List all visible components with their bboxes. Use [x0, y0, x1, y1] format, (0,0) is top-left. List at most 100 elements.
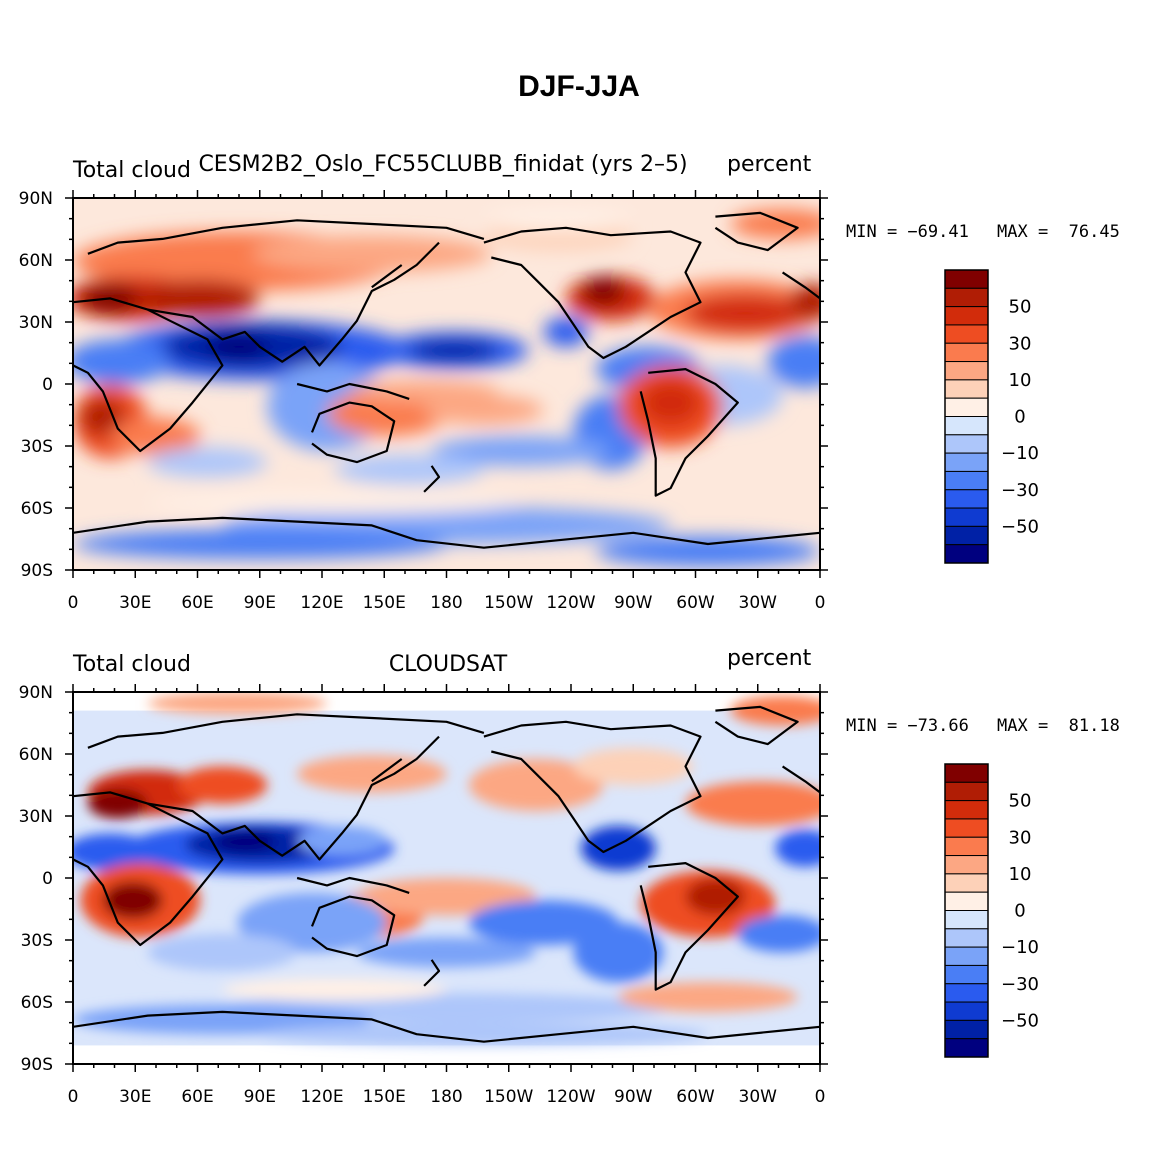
anomaly-blob-9 — [790, 283, 820, 321]
x-tick-label: 60W — [676, 1087, 715, 1107]
greenland — [714, 705, 799, 746]
anomaly-blob-18 — [640, 870, 776, 938]
anomaly-blob-12 — [73, 833, 156, 871]
anomaly-blob-0 — [73, 231, 402, 291]
anomaly-blob-6 — [685, 781, 820, 826]
y-tick-label: 60N — [19, 745, 53, 765]
japan — [371, 758, 403, 783]
anomaly-blob-15 — [297, 825, 387, 856]
anomaly-blob-25 — [80, 398, 126, 437]
anomaly-blob-7 — [648, 279, 820, 340]
plot-frame — [72, 691, 821, 1065]
colorbar-box — [944, 818, 989, 838]
anomaly-blob-10 — [185, 825, 335, 864]
coastlines — [73, 211, 820, 549]
new-zealand — [423, 959, 441, 987]
y-tick-label: 30S — [21, 437, 53, 457]
colorbar-box — [944, 324, 989, 344]
colorbar-tick-label: 0 — [1014, 407, 1025, 428]
colorbar-tick-label: 10 — [1009, 370, 1032, 391]
colorbar-box — [944, 836, 989, 857]
anomaly-blob-29 — [618, 982, 798, 1012]
anomaly-blob-1 — [87, 788, 148, 819]
field-background — [73, 692, 820, 1064]
colorbar-box — [944, 525, 989, 546]
anomaly-blob-3 — [297, 755, 447, 793]
panel1-title-left: Total cloud — [73, 158, 191, 183]
indonesia — [296, 382, 410, 400]
colorbar-frame — [944, 763, 989, 1058]
anomaly-blob-38 — [147, 491, 522, 515]
anomaly-blob-22 — [767, 335, 820, 388]
antarctica-coast — [73, 1010, 820, 1043]
anomaly-blob-27 — [326, 391, 447, 437]
colorbar: 50 30 10 0 −10 −30 −50 — [944, 763, 1039, 1058]
colorbar-box — [944, 269, 989, 289]
anomaly-blob-30 — [618, 365, 723, 448]
x-tick-label: 150E — [363, 593, 406, 613]
anomaly-blob-16 — [80, 863, 200, 938]
colorbar-box — [944, 361, 989, 381]
anomaly-blob-25 — [573, 922, 664, 983]
y-tick-label: 0 — [42, 869, 53, 889]
anomaly-blob-36 — [73, 529, 447, 559]
antarctica-coast — [73, 516, 820, 549]
anomaly-blob-13 — [580, 825, 656, 871]
x-tick-label: 30E — [119, 1087, 151, 1107]
colorbar-box — [944, 855, 989, 875]
colorbar-box — [944, 781, 989, 802]
colorbar-box — [944, 800, 989, 820]
anomaly-blob-20 — [573, 395, 649, 470]
south-america — [639, 368, 739, 497]
colorbar-box — [944, 1019, 989, 1040]
y-tick-label: 90N — [19, 683, 53, 703]
anomaly-blob-17 — [102, 881, 163, 919]
africa-coast — [73, 791, 224, 947]
plot-frame — [72, 197, 821, 571]
x-tick-label: 90W — [614, 593, 653, 613]
colorbar-tick-label: 10 — [1009, 864, 1032, 885]
anomaly-blob-24 — [356, 937, 537, 968]
colorbar-tick-label: −10 — [1001, 937, 1039, 958]
x-tick-label: 0 — [815, 593, 826, 613]
colorbar-box — [944, 342, 989, 363]
north-america — [483, 226, 702, 360]
colorbar-box — [944, 983, 989, 1003]
colorbar-box — [944, 379, 989, 399]
colorbar-tick-label: 50 — [1009, 297, 1032, 318]
colorbar-box — [944, 946, 989, 966]
anomaly-blob-5 — [566, 276, 656, 321]
anomaly-blob-8 — [685, 294, 806, 332]
heatmap-field — [73, 692, 820, 1064]
eurasia-north-coast — [87, 219, 485, 255]
panel1-title-right: percent — [727, 152, 812, 177]
x-tick-label: 30E — [119, 593, 151, 613]
anomaly-blob-11 — [214, 829, 275, 852]
anomaly-blob-31 — [259, 1023, 708, 1046]
new-zealand — [423, 465, 441, 493]
anomaly-blob-20 — [319, 892, 425, 938]
y-tick-label: 30N — [19, 313, 53, 333]
anomaly-blob-5 — [573, 747, 694, 786]
colorbar-box — [944, 452, 989, 472]
x-tick-label: 90E — [244, 1087, 276, 1107]
panel2-title-center: CLOUDSAT — [388, 652, 508, 677]
colorbar-box — [944, 397, 989, 417]
anomaly-blob-39 — [483, 209, 634, 232]
colorbar-box — [944, 306, 989, 326]
anomaly-blob-26 — [110, 417, 200, 455]
anomaly-blob-28 — [424, 395, 544, 425]
x-tick-label: 120W — [546, 593, 595, 613]
y-tick-label: 60S — [21, 993, 53, 1013]
anomaly-blob-37 — [595, 536, 820, 567]
anomaly-blob-8 — [147, 692, 327, 715]
colorbar: 50 30 10 0 −10 −30 −50 — [944, 269, 1039, 564]
colorbar-box — [944, 544, 989, 564]
panel1-max-label: MAX = 76.45 — [997, 222, 1120, 242]
x-tick-label: 0 — [815, 1087, 826, 1107]
anomaly-blob-24 — [73, 384, 148, 459]
colorbar-box — [944, 434, 989, 454]
x-tick-label: 150W — [484, 1087, 533, 1107]
y-tick-label: 60S — [21, 499, 53, 519]
panel2-title-right: percent — [727, 646, 812, 671]
